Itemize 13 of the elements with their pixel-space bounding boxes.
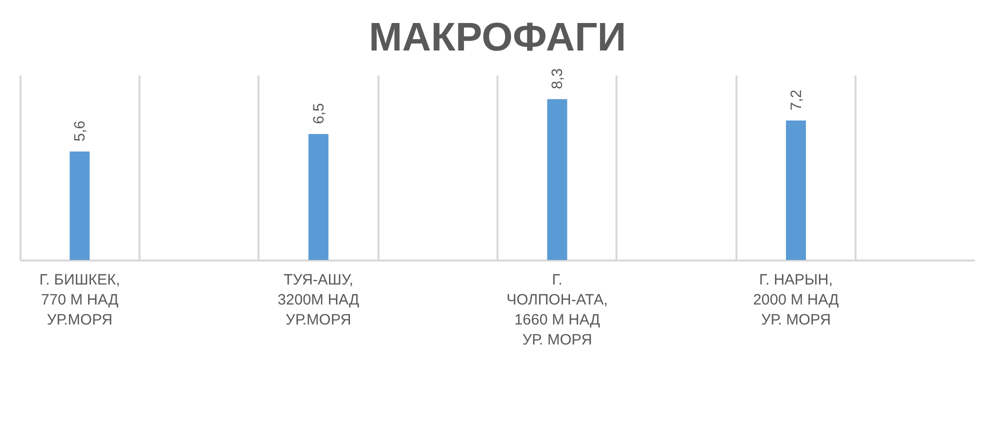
data-label: 5,6: [72, 120, 89, 142]
bar: [547, 99, 568, 260]
data-label: 6,5: [310, 103, 328, 124]
x-tick-label: Г. НАРЫН, 2000 М НАД УР. МОРЯ: [753, 272, 839, 328]
data-label: 8,3: [549, 68, 566, 90]
x-tick-label: Г. ЧОЛПОН-АТА, 1660 М НАД УР. МОРЯ: [506, 272, 608, 348]
bar: [70, 151, 90, 260]
data-label: 7,2: [788, 90, 805, 110]
x-tick-label: Г. БИШКЕК, 770 М НАД УР.МОРЯ: [39, 272, 120, 328]
chart-title: МАКРОФАГИ: [368, 15, 626, 60]
bar: [308, 134, 328, 260]
bar: [786, 120, 806, 260]
x-tick-label: ТУЯ-АШУ, 3200М НАД УР.МОРЯ: [278, 272, 360, 328]
